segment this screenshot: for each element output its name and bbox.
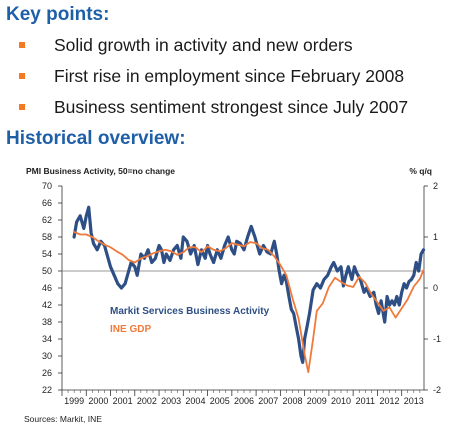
right-tick-label: 0 xyxy=(433,283,438,293)
right-tick-label: 2 xyxy=(433,181,438,191)
key-points-heading: Key points: xyxy=(6,4,110,25)
right-tick-label: 1 xyxy=(433,232,438,242)
key-point-text: Business sentiment strongest since July … xyxy=(54,97,409,117)
x-tick-label: 1999 xyxy=(64,396,84,406)
list-item: Solid growth in activity and new orders xyxy=(0,34,460,65)
left-tick-label: 22 xyxy=(42,385,52,395)
historical-overview-heading: Historical overview: xyxy=(6,128,186,149)
source-note: Sources: Markit, INE xyxy=(24,414,102,424)
right-axis-label: % q/q xyxy=(409,166,432,176)
left-tick-label: 70 xyxy=(42,181,52,191)
key-points-list: Solid growth in activity and new orders … xyxy=(0,34,460,127)
x-tick-label: 2000 xyxy=(88,396,108,406)
bullet-square-icon xyxy=(19,73,25,79)
key-point-text: Solid growth in activity and new orders xyxy=(54,35,353,55)
left-tick-label: 66 xyxy=(42,198,52,208)
legend-pmi-label: Markit Services Business Activity xyxy=(110,306,270,317)
x-tick-label: 2003 xyxy=(161,396,181,406)
left-tick-label: 42 xyxy=(42,300,52,310)
gdp-series-line xyxy=(73,231,425,374)
x-tick-label: 2013 xyxy=(404,396,424,406)
x-tick-label: 2006 xyxy=(234,396,254,406)
left-tick-label: 50 xyxy=(42,266,52,276)
x-tick-label: 2008 xyxy=(282,396,302,406)
x-tick-label: 2002 xyxy=(137,396,157,406)
x-tick-label: 2005 xyxy=(210,396,230,406)
x-tick-label: 2010 xyxy=(331,396,351,406)
left-tick-label: 46 xyxy=(42,283,52,293)
chart-title: PMI Business Activity, 50=no change xyxy=(26,166,175,176)
right-tick-label: -1 xyxy=(433,334,441,344)
list-item: Business sentiment strongest since July … xyxy=(0,96,460,127)
legend-gdp-label: INE GDP xyxy=(110,324,151,335)
key-point-text: First rise in employment since February … xyxy=(54,66,405,86)
bullet-square-icon xyxy=(19,104,25,110)
left-tick-label: 62 xyxy=(42,215,52,225)
x-tick-label: 2001 xyxy=(113,396,133,406)
x-tick-label: 2009 xyxy=(307,396,327,406)
x-tick-label: 2012 xyxy=(380,396,400,406)
x-tick-label: 2004 xyxy=(185,396,205,406)
bullet-square-icon xyxy=(19,42,25,48)
left-tick-label: 26 xyxy=(42,368,52,378)
left-tick-label: 34 xyxy=(42,334,52,344)
list-item: First rise in employment since February … xyxy=(0,65,460,96)
right-tick-label: -2 xyxy=(433,385,441,395)
left-tick-label: 54 xyxy=(42,249,52,259)
x-tick-label: 2011 xyxy=(356,396,375,406)
left-tick-label: 30 xyxy=(42,351,52,361)
pmi-gdp-chart: PMI Business Activity, 50=no change % q/… xyxy=(24,166,441,424)
left-tick-label: 58 xyxy=(42,232,52,242)
left-tick-label: 38 xyxy=(42,317,52,327)
pmi-series-line xyxy=(72,205,426,364)
x-tick-label: 2007 xyxy=(258,396,278,406)
